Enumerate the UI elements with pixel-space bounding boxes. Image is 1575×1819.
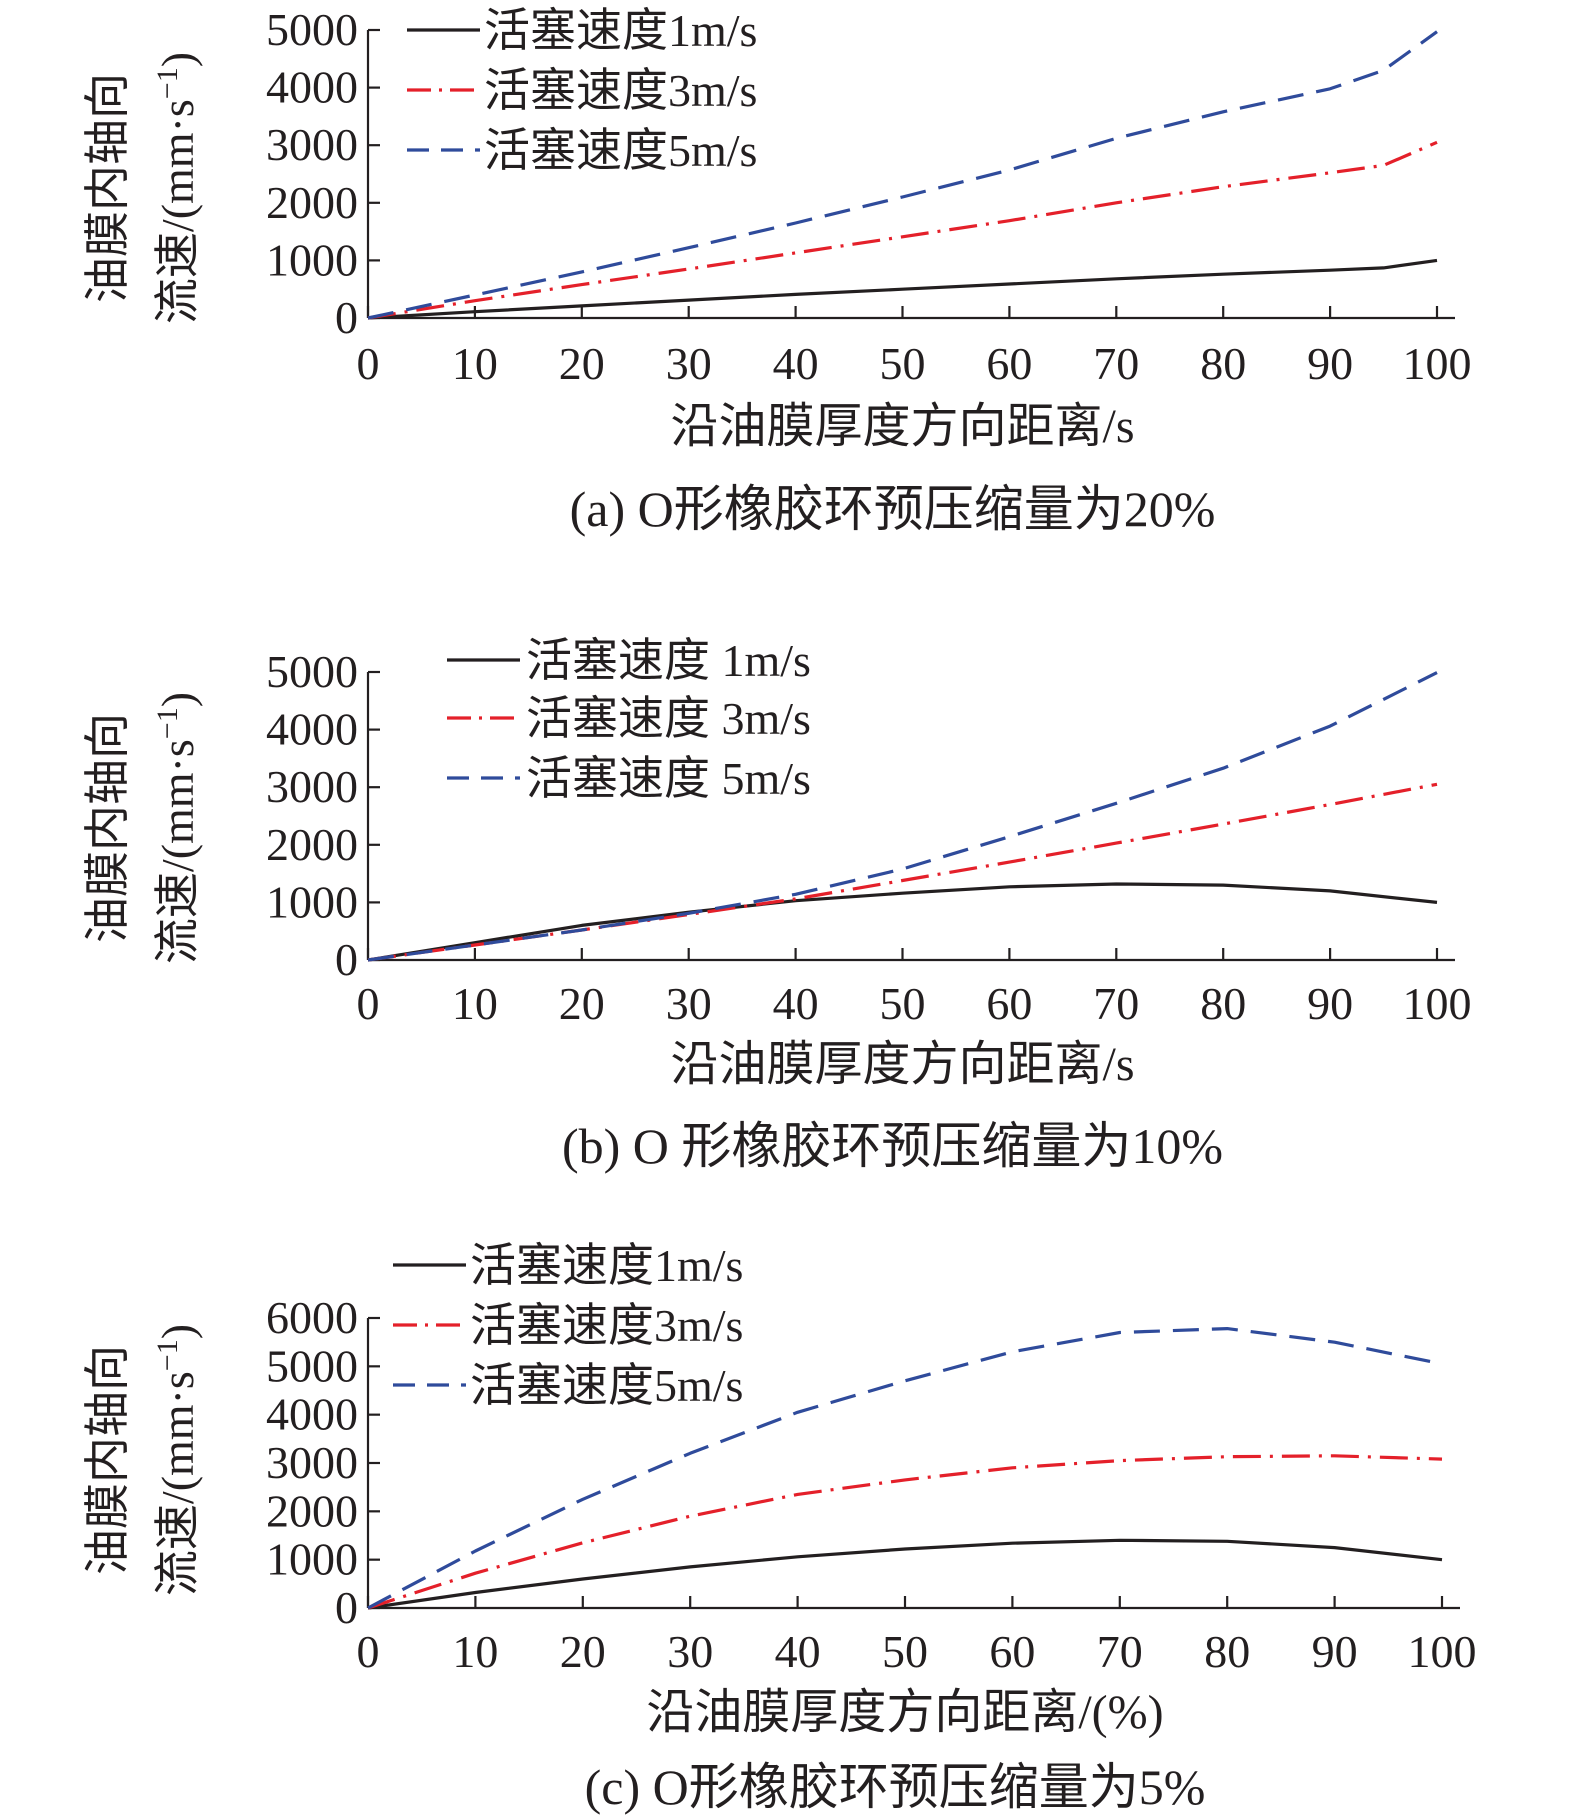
y-tick-label: 4000 bbox=[266, 704, 358, 755]
y-tick-label: 5000 bbox=[266, 4, 358, 55]
panel-caption: (c) O形橡胶环预压缩量为5% bbox=[585, 1759, 1206, 1815]
y-tick-label: 0 bbox=[335, 934, 358, 985]
series-line-3 bbox=[367, 671, 1438, 962]
y-tick-label: 2000 bbox=[266, 819, 358, 870]
panel-caption: (a) O形橡胶环预压缩量为20% bbox=[570, 481, 1216, 537]
y-axis-label-line2: 流速/(mm·s−1) bbox=[151, 1324, 203, 1596]
x-tick-label: 0 bbox=[357, 978, 380, 1029]
x-tick-label: 30 bbox=[667, 1626, 713, 1677]
legend-label-1: 活塞速度1m/s bbox=[484, 5, 757, 56]
x-tick-label: 90 bbox=[1307, 978, 1353, 1029]
x-tick-label: 40 bbox=[775, 1626, 821, 1677]
y-axis-label-close: ) bbox=[152, 692, 203, 707]
x-tick-label: 100 bbox=[1408, 1626, 1477, 1677]
x-tick-label: 70 bbox=[1097, 1626, 1143, 1677]
series-line-1 bbox=[367, 882, 1438, 962]
y-tick-label: 0 bbox=[335, 1582, 358, 1633]
x-tick-label: 100 bbox=[1403, 338, 1472, 389]
x-tick-label: 90 bbox=[1307, 338, 1353, 389]
x-tick-label: 50 bbox=[880, 978, 926, 1029]
y-tick-label: 2000 bbox=[266, 1485, 358, 1536]
y-axis-label-line2: 流速/(mm·s−1) bbox=[151, 692, 203, 964]
x-tick-label: 20 bbox=[560, 1626, 606, 1677]
x-tick-label: 60 bbox=[986, 338, 1032, 389]
y-axis-label-line1: 油膜内轴向 bbox=[82, 1345, 133, 1575]
y-axis-label-close: ) bbox=[152, 52, 203, 67]
series-line-2 bbox=[367, 140, 1438, 320]
x-tick-label: 70 bbox=[1093, 978, 1139, 1029]
x-tick-label: 80 bbox=[1204, 1626, 1250, 1677]
y-tick-label: 4000 bbox=[266, 62, 358, 113]
series-line-3 bbox=[367, 30, 1438, 320]
chart-panel-2: 0 1000 2000 3000 4000 5000 0 10 20 30 40 50 60 70 80 90… bbox=[82, 635, 1472, 1174]
x-tick-label: 50 bbox=[882, 1626, 928, 1677]
x-tick-label: 20 bbox=[559, 338, 605, 389]
x-tick-label: 80 bbox=[1200, 338, 1246, 389]
y-tick-label: 4000 bbox=[266, 1389, 358, 1440]
x-tick-label: 30 bbox=[666, 978, 712, 1029]
x-tick-label: 0 bbox=[357, 338, 380, 389]
x-tick-label: 0 bbox=[357, 1626, 380, 1677]
x-tick-label: 40 bbox=[773, 978, 819, 1029]
y-axis-label-main: 流速/(mm·s bbox=[152, 739, 203, 964]
y-axis-label-superscript: −1 bbox=[151, 707, 184, 739]
legend-label-2: 活塞速度 3m/s bbox=[526, 693, 811, 744]
y-tick-label: 5000 bbox=[266, 646, 358, 697]
legend-label-2: 活塞速度3m/s bbox=[470, 1300, 743, 1351]
x-tick-label: 40 bbox=[773, 338, 819, 389]
x-tick-label: 50 bbox=[880, 338, 926, 389]
x-tick-label: 10 bbox=[452, 978, 498, 1029]
x-tick-label: 100 bbox=[1403, 978, 1472, 1029]
x-tick-label: 30 bbox=[666, 338, 712, 389]
x-tick-label: 90 bbox=[1312, 1626, 1358, 1677]
y-axis-label-line2: 流速/(mm·s−1) bbox=[151, 52, 203, 324]
x-tick-label: 80 bbox=[1200, 978, 1246, 1029]
panel-caption: (b) O 形橡胶环预压缩量为10% bbox=[562, 1118, 1223, 1174]
series-line-3 bbox=[367, 1326, 1443, 1610]
chart-panel-1: 0 1000 2000 3000 4000 5000 0 10 20 30 40 50 60 70 80 90… bbox=[82, 4, 1472, 537]
series-line-1 bbox=[367, 258, 1438, 320]
y-tick-label: 1000 bbox=[266, 234, 358, 285]
y-tick-label: 6000 bbox=[266, 1292, 358, 1343]
y-tick-label: 1000 bbox=[266, 1534, 358, 1585]
y-axis-label-main: 流速/(mm·s bbox=[152, 99, 203, 324]
series-line-2 bbox=[367, 1454, 1443, 1610]
y-axis-label-main: 流速/(mm·s bbox=[152, 1371, 203, 1596]
x-tick-label: 70 bbox=[1093, 338, 1139, 389]
x-tick-label: 10 bbox=[452, 338, 498, 389]
legend-label-1: 活塞速度1m/s bbox=[470, 1240, 743, 1291]
x-axis-label: 沿油膜厚度方向距离/s bbox=[670, 1038, 1134, 1091]
y-axis-label-close: ) bbox=[152, 1324, 203, 1339]
series-line-2 bbox=[367, 782, 1438, 962]
y-axis-label-superscript: −1 bbox=[151, 1339, 184, 1371]
x-axis-label: 沿油膜厚度方向距离/(%) bbox=[646, 1686, 1163, 1739]
y-axis-label-superscript: −1 bbox=[151, 67, 184, 99]
series-line-1 bbox=[367, 1538, 1443, 1610]
x-axis-label: 沿油膜厚度方向距离/s bbox=[670, 400, 1134, 453]
y-axis-label-line1: 油膜内轴向 bbox=[82, 713, 133, 943]
x-tick-label: 10 bbox=[452, 1626, 498, 1677]
legend-label-3: 活塞速度5m/s bbox=[470, 1360, 743, 1411]
x-tick-label: 20 bbox=[559, 978, 605, 1029]
y-tick-label: 3000 bbox=[266, 1437, 358, 1488]
x-tick-label: 60 bbox=[986, 978, 1032, 1029]
legend-label-3: 活塞速度5m/s bbox=[484, 125, 757, 176]
legend-label-1: 活塞速度 1m/s bbox=[526, 635, 811, 686]
legend-label-2: 活塞速度3m/s bbox=[484, 65, 757, 116]
y-tick-label: 3000 bbox=[266, 119, 358, 170]
y-axis-label-line1: 油膜内轴向 bbox=[82, 73, 133, 303]
y-tick-label: 5000 bbox=[266, 1340, 358, 1391]
x-tick-label: 60 bbox=[989, 1626, 1035, 1677]
y-tick-label: 2000 bbox=[266, 177, 358, 228]
y-tick-label: 1000 bbox=[266, 876, 358, 927]
y-tick-label: 0 bbox=[335, 292, 358, 343]
legend-label-3: 活塞速度 5m/s bbox=[526, 753, 811, 804]
y-tick-label: 3000 bbox=[266, 761, 358, 812]
